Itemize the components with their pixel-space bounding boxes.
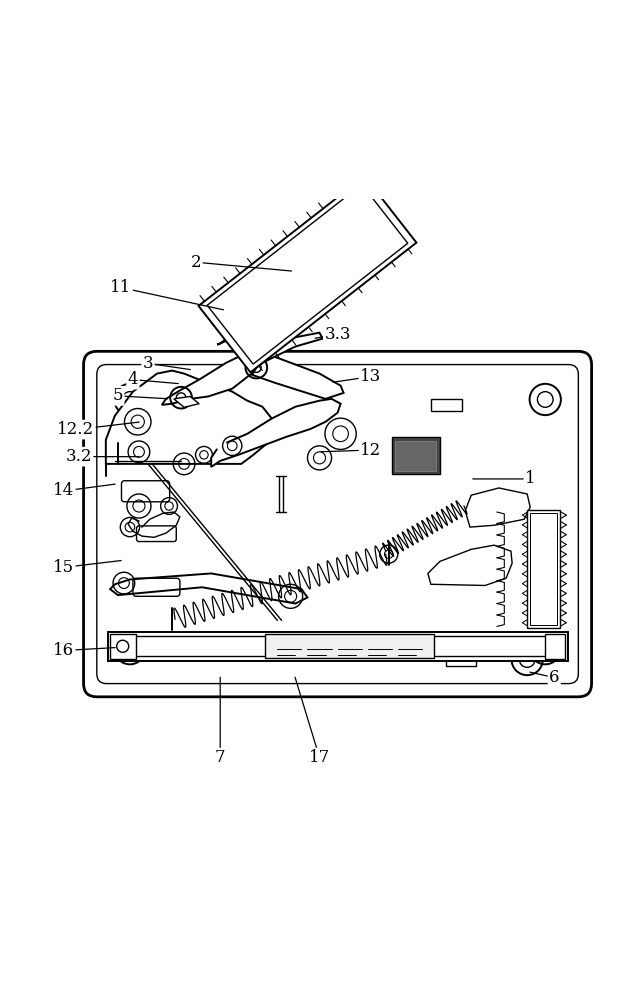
- Polygon shape: [211, 399, 340, 467]
- Polygon shape: [465, 488, 530, 527]
- Polygon shape: [162, 345, 277, 405]
- Bar: [446, 655, 476, 666]
- Polygon shape: [106, 371, 275, 464]
- Polygon shape: [174, 396, 199, 407]
- Text: 2: 2: [191, 254, 201, 271]
- Polygon shape: [428, 545, 512, 585]
- Polygon shape: [110, 634, 136, 659]
- Text: 1: 1: [525, 470, 535, 487]
- Bar: [530, 513, 557, 625]
- FancyBboxPatch shape: [83, 351, 592, 697]
- Bar: [396, 441, 436, 471]
- Text: 15: 15: [53, 559, 74, 576]
- Polygon shape: [252, 356, 344, 399]
- Bar: [392, 437, 440, 474]
- Text: 12.2: 12.2: [57, 421, 94, 438]
- Text: 3: 3: [143, 355, 153, 372]
- Polygon shape: [217, 319, 265, 345]
- Bar: [431, 399, 462, 411]
- Text: 3.2: 3.2: [65, 448, 92, 465]
- Text: 5: 5: [113, 387, 123, 404]
- Text: 11: 11: [110, 279, 132, 296]
- Text: 17: 17: [309, 749, 330, 766]
- Polygon shape: [110, 573, 307, 604]
- Polygon shape: [265, 634, 434, 658]
- Polygon shape: [252, 333, 322, 371]
- Polygon shape: [545, 634, 565, 659]
- Text: 4: 4: [128, 371, 138, 388]
- Text: 14: 14: [53, 482, 75, 499]
- Text: 13: 13: [360, 368, 381, 385]
- Polygon shape: [199, 176, 416, 372]
- Text: 12: 12: [360, 442, 381, 459]
- Polygon shape: [527, 510, 561, 628]
- Text: 6: 6: [549, 669, 559, 686]
- Text: 7: 7: [215, 749, 226, 766]
- Text: 3.3: 3.3: [324, 326, 351, 343]
- Polygon shape: [108, 632, 567, 661]
- Text: 16: 16: [53, 642, 74, 659]
